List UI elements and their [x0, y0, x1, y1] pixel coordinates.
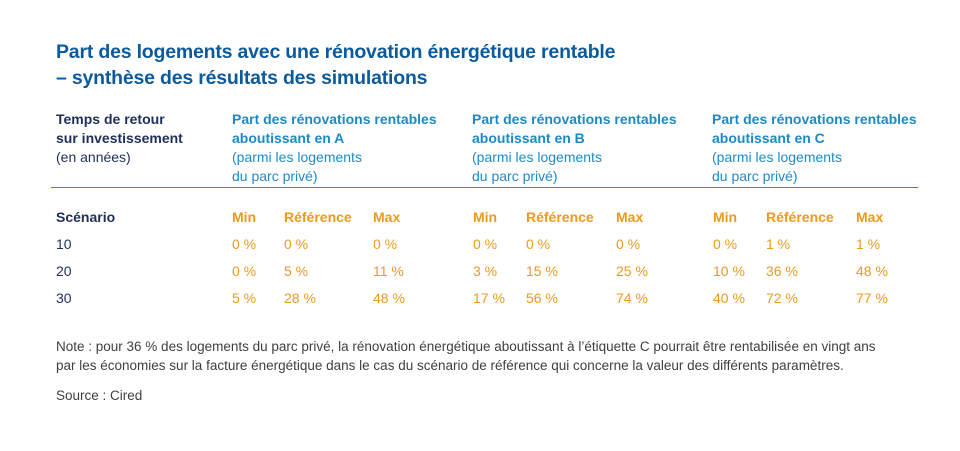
- source: Source : Cired: [56, 388, 143, 403]
- subheader-c-reference: Référence: [766, 209, 834, 225]
- header-c-line2: aboutissant en C: [712, 130, 825, 146]
- cell-c-max: 77 %: [856, 290, 888, 306]
- cell-a-reference: 28 %: [284, 290, 316, 306]
- cell-a-max: 0 %: [373, 236, 398, 252]
- cell-c-reference: 1 %: [766, 236, 791, 252]
- row-year: 30: [56, 290, 72, 306]
- header-a-line2: aboutissant en A: [232, 130, 345, 146]
- header-a-line3: (parmi les logements: [232, 149, 362, 165]
- cell-b-reference: 15 %: [526, 263, 558, 279]
- header-c-line3: (parmi les logements: [712, 149, 842, 165]
- cell-c-reference: 72 %: [766, 290, 798, 306]
- cell-a-max: 48 %: [373, 290, 405, 306]
- page-title: Part des logements avec une rénovation é…: [56, 39, 916, 91]
- header-b-line1: Part des rénovations rentables: [472, 111, 677, 127]
- header-divider: [51, 187, 918, 188]
- row-year: 20: [56, 263, 72, 279]
- header-a-line4: du parc privé): [232, 168, 318, 184]
- cell-a-min: 5 %: [232, 290, 257, 306]
- subheader-c-min: Min: [713, 209, 738, 225]
- header-payback-line2: sur investissement: [56, 130, 183, 146]
- header-a-line1: Part des rénovations rentables: [232, 111, 437, 127]
- cell-b-reference: 0 %: [526, 236, 551, 252]
- scenario-label: Scénario: [56, 209, 116, 225]
- cell-b-max: 74 %: [616, 290, 648, 306]
- subheader-b-max: Max: [616, 209, 644, 225]
- cell-c-reference: 36 %: [766, 263, 798, 279]
- header-b-line2: aboutissant en B: [472, 130, 585, 146]
- note-line-1: Note : pour 36 % des logements du parc p…: [56, 339, 876, 354]
- header-c-line1: Part des rénovations rentables: [712, 111, 917, 127]
- subheader-c-max: Max: [856, 209, 884, 225]
- header-b-line3: (parmi les logements: [472, 149, 602, 165]
- cell-b-min: 17 %: [473, 290, 505, 306]
- title-line-2: – synthèse des résultats des simulations: [56, 67, 428, 89]
- subheader-a-min: Min: [232, 209, 257, 225]
- cell-b-min: 0 %: [473, 236, 498, 252]
- cell-b-max: 25 %: [616, 263, 648, 279]
- note: Note : pour 36 % des logements du parc p…: [56, 337, 936, 375]
- header-column-c: Part des rénovations rentables aboutissa…: [712, 110, 917, 186]
- cell-b-max: 0 %: [616, 236, 641, 252]
- header-b-line4: du parc privé): [472, 168, 558, 184]
- subheader-b-reference: Référence: [526, 209, 594, 225]
- cell-a-reference: 5 %: [284, 263, 309, 279]
- cell-b-min: 3 %: [473, 263, 498, 279]
- cell-c-max: 48 %: [856, 263, 888, 279]
- header-payback-line1: Temps de retour: [56, 111, 165, 127]
- subheader-a-max: Max: [373, 209, 401, 225]
- cell-c-min: 40 %: [713, 290, 745, 306]
- note-line-2: par les économies sur la facture énergét…: [56, 358, 844, 373]
- cell-c-min: 10 %: [713, 263, 745, 279]
- header-column-b: Part des rénovations rentables aboutissa…: [472, 110, 677, 186]
- subheader-b-min: Min: [473, 209, 498, 225]
- cell-b-reference: 56 %: [526, 290, 558, 306]
- header-payback-time: Temps de retour sur investissement (en a…: [56, 110, 183, 167]
- cell-a-min: 0 %: [232, 263, 257, 279]
- cell-a-min: 0 %: [232, 236, 257, 252]
- cell-a-max: 11 %: [373, 263, 404, 279]
- header-column-a: Part des rénovations rentables aboutissa…: [232, 110, 437, 186]
- header-c-line4: du parc privé): [712, 168, 798, 184]
- row-year: 10: [56, 236, 72, 252]
- cell-c-max: 1 %: [856, 236, 881, 252]
- header-payback-line3: (en années): [56, 149, 131, 165]
- subheader-a-reference: Référence: [284, 209, 352, 225]
- cell-a-reference: 0 %: [284, 236, 309, 252]
- title-line-1: Part des logements avec une rénovation é…: [56, 41, 616, 63]
- cell-c-min: 0 %: [713, 236, 738, 252]
